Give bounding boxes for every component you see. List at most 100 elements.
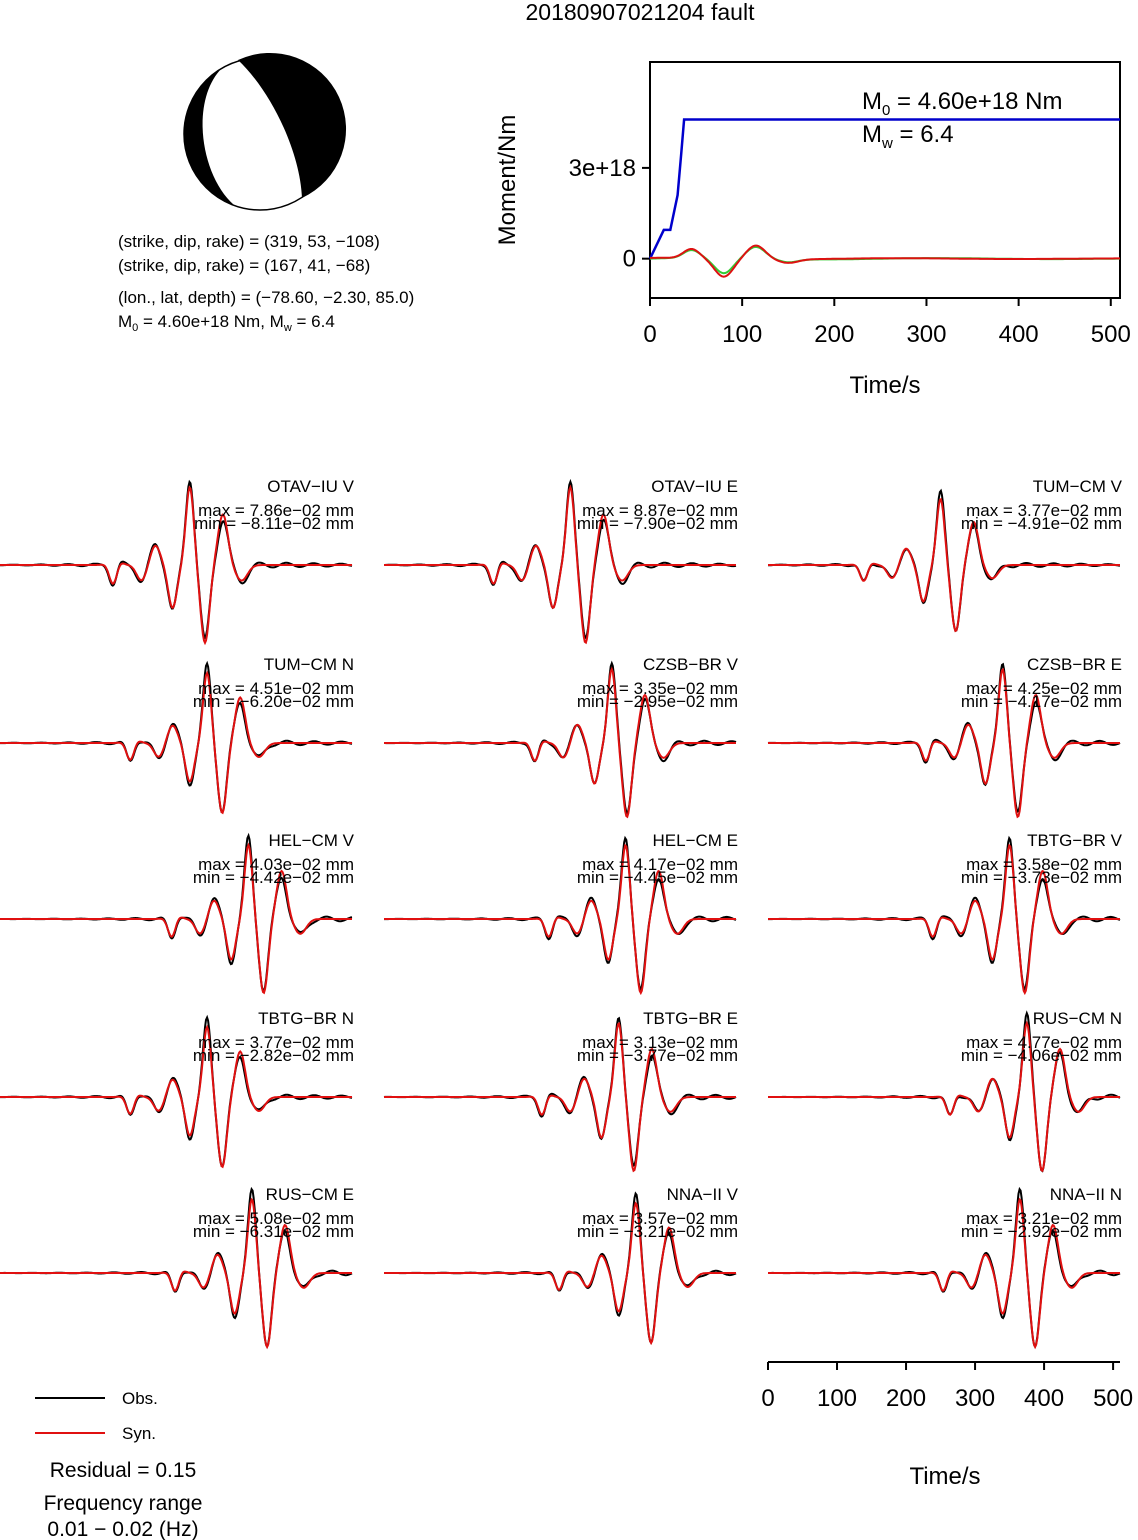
moment-x-tick-label: 400 (999, 321, 1039, 348)
moment-x-tick-label: 200 (814, 321, 854, 348)
station-min: min = −7.90e−02 mm (577, 514, 738, 533)
station-name: HEL−CM E (653, 831, 739, 850)
station-max: max = 8.87e−02 mm (582, 501, 738, 520)
moment-plot-frame (649, 61, 1121, 299)
station-name: HEL−CM V (269, 831, 355, 850)
station-max: max = 3.58e−02 mm (966, 855, 1122, 874)
waveform-x-label: Time/s (909, 1463, 980, 1490)
station-name: RUS−CM N (1033, 1009, 1122, 1028)
beachball-right-compression (238, 52, 347, 199)
moment-x-tick-label: 300 (906, 321, 946, 348)
legend-obs-label: Obs. (122, 1389, 158, 1408)
station-min: min = −6.31e−02 mm (193, 1222, 354, 1241)
station-max: max = 3.35e−02 mm (582, 679, 738, 698)
station-max: max = 3.13e−02 mm (582, 1033, 738, 1052)
station-name: NNA−II N (1050, 1185, 1122, 1204)
synthetic-trace (0, 842, 352, 995)
station-min: min = −4.06e−02 mm (961, 1046, 1122, 1065)
synthetic-trace (384, 666, 736, 819)
station-min: min = −2.92e−02 mm (961, 1222, 1122, 1241)
synthetic-trace (384, 1021, 736, 1173)
station-name: CZSB−BR E (1027, 655, 1122, 674)
station-max: max = 3.57e−02 mm (582, 1209, 738, 1228)
moment-x-tick-label: 0 (643, 321, 656, 348)
station-min: min = −4.17e−02 mm (961, 692, 1122, 711)
station-max: max = 4.25e−02 mm (966, 679, 1122, 698)
station-max: max = 4.03e−02 mm (198, 855, 354, 874)
waveform-x-tick-label: 200 (886, 1385, 926, 1412)
synthetic-trace (384, 484, 736, 645)
waveform-x-tick-label: 500 (1093, 1385, 1133, 1412)
synthetic-trace (384, 1201, 736, 1346)
frequency-range-value: 0.01 − 0.02 (Hz) (47, 1518, 198, 1540)
synthetic-trace (0, 485, 352, 646)
station-min: min = −8.11e−02 mm (194, 514, 354, 533)
synthetic-trace (768, 1020, 1120, 1173)
mechanism-line-4: M0 = 4.60e+18 Nm, Mw = 6.4 (118, 312, 335, 334)
moment-x-axis: 0 100 200 300 400 500 (643, 298, 1131, 348)
moment-rate-green-line (649, 245, 1120, 275)
station-max: max = 4.17e−02 mm (582, 855, 738, 874)
moment-y-label: Moment/Nm (494, 115, 521, 246)
figure-title: 20180907021204 fault (526, 0, 756, 25)
station-max: max = 3.77e−02 mm (198, 1033, 354, 1052)
mechanism-line-3: (lon., lat, depth) = (−78.60, −2.30, 85.… (118, 288, 414, 307)
station-name: TUM−CM N (264, 655, 354, 674)
station-min: min = −2.95e−02 mm (577, 692, 738, 711)
residual-label: Residual = 0.15 (50, 1459, 197, 1482)
station-min: min = −3.73e−02 mm (961, 868, 1122, 887)
moment-y-tick-label: 0 (623, 246, 636, 273)
station-max: max = 7.86e−02 mm (198, 501, 354, 520)
station-name: NNA−II V (667, 1185, 739, 1204)
station-max: max = 3.21e−02 mm (966, 1209, 1122, 1228)
synthetic-trace (384, 843, 736, 996)
station-min: min = −6.20e−02 mm (193, 692, 354, 711)
station-min: min = −3.77e−02 mm (577, 1046, 738, 1065)
station-min: min = −4.91e−02 mm (961, 514, 1122, 533)
moment-x-label: Time/s (849, 372, 920, 399)
station-name: OTAV−IU V (267, 477, 354, 496)
legend: Obs. Syn. Residual = 0.15 Frequency rang… (35, 1389, 202, 1540)
waveform-x-tick-label: 100 (817, 1385, 857, 1412)
moment-y-axis: 0 3e+18 (569, 155, 650, 273)
station-min: min = −4.45e−02 mm (577, 868, 738, 887)
frequency-range-label: Frequency range (44, 1492, 203, 1515)
synthetic-trace (768, 667, 1120, 819)
synthetic-trace (768, 1197, 1120, 1350)
moment-rate-plot: 0 100 200 300 400 500 0 3e+18 Time/s Moment/Nm… (494, 61, 1131, 399)
station-max: max = 4.51e−02 mm (198, 679, 354, 698)
station-name: TBTG−BR V (1027, 831, 1123, 850)
mechanism-line-2: (strike, dip, rake) = (167, 41, −68) (118, 256, 370, 275)
waveform-x-tick-label: 0 (761, 1385, 774, 1412)
station-min: min = −3.21e−02 mm (577, 1222, 738, 1241)
mechanism-line-1: (strike, dip, rake) = (319, 53, −108) (118, 232, 380, 251)
synthetic-trace (768, 843, 1120, 996)
synthetic-trace (768, 497, 1120, 633)
synthetic-trace (0, 670, 352, 815)
beachball-left-compression (184, 68, 234, 205)
station-max: max = 3.77e−02 mm (966, 501, 1122, 520)
cumulative-moment-line (648, 118, 1120, 260)
station-name: RUS−CM E (266, 1185, 354, 1204)
moment-x-tick-label: 100 (722, 321, 762, 348)
synthetic-trace (0, 1024, 352, 1169)
moment-x-tick-label: 500 (1091, 321, 1131, 348)
station-min: min = −2.82e−02 mm (193, 1046, 354, 1065)
